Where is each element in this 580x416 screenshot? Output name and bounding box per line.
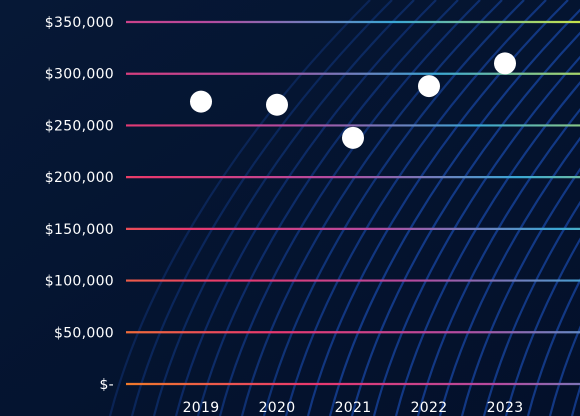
background-curve <box>416 108 580 416</box>
background-curve <box>504 237 580 416</box>
background-curve <box>460 167 580 416</box>
background-curve <box>130 0 393 416</box>
data-point <box>190 90 212 113</box>
x-axis-tick-labels: 2019 2020 2021 2022 2023 <box>183 400 524 416</box>
background-curve <box>196 0 459 416</box>
data-point <box>266 93 288 116</box>
y-axis-tick-labels: $- $50,000 $100,000 $150,000 $200,000 $250,00… <box>45 15 114 393</box>
y-tick-label: $- <box>99 377 114 393</box>
background-curve <box>218 0 481 416</box>
y-tick-label: $300,000 <box>45 67 114 83</box>
background-curve <box>328 8 580 416</box>
y-tick-label: $200,000 <box>45 170 114 186</box>
background-curve <box>152 0 415 416</box>
background-curve <box>526 278 580 416</box>
y-tick-label: $350,000 <box>45 15 114 31</box>
background-curve <box>482 200 580 416</box>
y-tick-label: $100,000 <box>45 274 114 290</box>
data-point <box>418 75 440 98</box>
background-curve <box>174 0 437 416</box>
background-curve <box>394 81 580 416</box>
x-tick-label: 2020 <box>259 400 296 416</box>
x-tick-label: 2023 <box>487 400 524 416</box>
y-tick-label: $250,000 <box>45 118 114 134</box>
y-tick-label: $50,000 <box>54 325 114 341</box>
data-point <box>342 126 364 149</box>
gridlines <box>126 20 580 386</box>
x-tick-label: 2019 <box>183 400 220 416</box>
background-curve <box>284 0 547 416</box>
background-curve <box>350 31 580 416</box>
x-tick-label: 2022 <box>411 400 448 416</box>
background-curve <box>372 55 580 416</box>
background-curve <box>240 0 503 416</box>
y-tick-label: $150,000 <box>45 222 114 238</box>
background-curve <box>548 325 580 416</box>
background-curve <box>438 136 580 416</box>
data-points <box>190 52 516 149</box>
data-point <box>494 52 516 75</box>
background-curve <box>262 0 525 416</box>
background-curve <box>108 0 371 416</box>
x-tick-label: 2021 <box>335 400 372 416</box>
